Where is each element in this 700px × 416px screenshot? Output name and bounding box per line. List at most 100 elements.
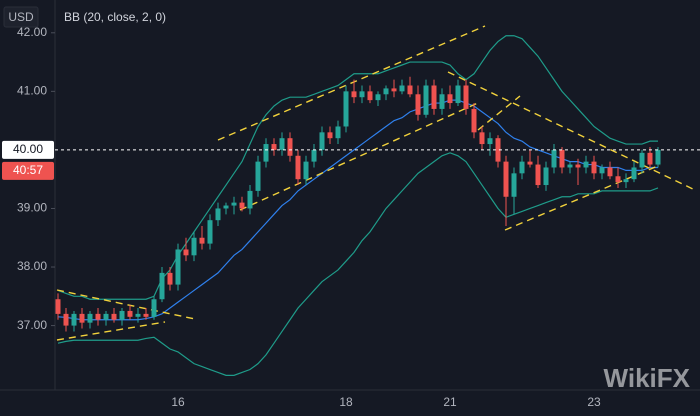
candle-body [287,138,293,156]
candle-body [303,161,309,180]
trend-line [217,25,486,141]
candle-body [175,249,181,285]
candle-body [591,161,597,174]
candle-body [647,152,653,165]
candle-body [263,144,269,162]
candle-body [319,132,325,150]
candle-body [383,88,389,95]
candle-body [215,208,221,221]
candle-body [503,161,509,197]
candle-body [479,132,485,145]
candle-body [127,310,133,317]
trend-line [239,101,481,211]
candle-body [495,138,501,162]
trend-line [477,95,521,131]
candle-body [279,138,285,150]
candle-body [471,108,477,133]
candle-body [71,313,77,326]
candle-body [55,299,61,314]
y-tick-label: 39.00 [17,201,47,215]
candle-body [599,167,605,174]
candle-body [463,85,469,109]
candle-body [615,176,621,183]
candle-body [191,237,197,256]
candle-body [199,237,205,244]
candle-body [103,313,109,320]
candle-body [639,152,645,168]
candle-body [335,126,341,139]
trend-line [447,71,696,191]
trend-line [504,164,661,231]
candle-body [95,313,101,320]
candle-body [511,173,517,197]
candle-body [351,91,357,98]
candle-body [359,91,365,98]
candle-body [239,202,245,209]
candle-body [207,220,213,244]
candle-body [375,94,381,101]
y-tick-label: 37.00 [17,318,47,332]
candle-body [367,91,373,101]
candle-body [87,313,93,323]
candle-body [447,94,453,104]
candle-body [183,249,189,256]
candle-body [575,164,581,168]
candle-body [223,205,229,209]
indicator-legend: BB (20, close, 2, 0) [64,10,166,24]
candle-body [415,94,421,115]
band-basis [57,99,658,321]
candle-body [255,161,261,191]
candle-body [167,272,173,285]
trend-line [56,321,166,341]
y-tick-label: 42.00 [17,25,47,39]
candle-body [399,85,405,92]
candle-body [559,149,565,168]
currency: USD [8,10,34,24]
y-tick-label: 41.00 [17,84,47,98]
candle-body [519,161,525,174]
candle-body [535,164,541,186]
candle-body [631,167,637,180]
candle-body [431,85,437,109]
candle-body [63,313,69,326]
currency-box [3,6,39,28]
x-tick-label: 21 [443,395,457,409]
candle-body [455,85,461,104]
candle-body [623,179,629,183]
candle-body [271,144,277,150]
x-tick-label: 18 [339,395,353,409]
candle-body [143,313,149,317]
price-tag [2,140,54,159]
candle-body [159,272,165,300]
candle-body [391,88,397,92]
candle-body [567,164,573,168]
candle-body [527,161,533,165]
band-upper [57,35,658,300]
watermark: WikiFX [604,363,691,393]
price-tag-label: 40.00 [13,142,43,156]
candle-body [327,132,333,139]
x-tick-label: 23 [587,395,601,409]
candle-body [79,313,85,323]
candle-body [407,85,413,95]
candle-body [311,149,317,162]
candle-body [111,313,117,320]
drawings [56,25,696,341]
candle-body [151,299,157,317]
candle-body [247,190,253,209]
candle-body [607,167,613,177]
candle-body [423,85,429,115]
x-tick-label: 16 [171,395,185,409]
countdown-tag [2,161,54,180]
candle-body [487,138,493,145]
candle-body [439,94,445,109]
candle-body [343,91,349,127]
candle-body [295,155,301,180]
candle-body [543,167,549,186]
candle-body [119,310,125,320]
candle-body [583,161,589,168]
candle-body [231,202,237,206]
candle-body [135,313,141,317]
band-lower [57,152,659,376]
